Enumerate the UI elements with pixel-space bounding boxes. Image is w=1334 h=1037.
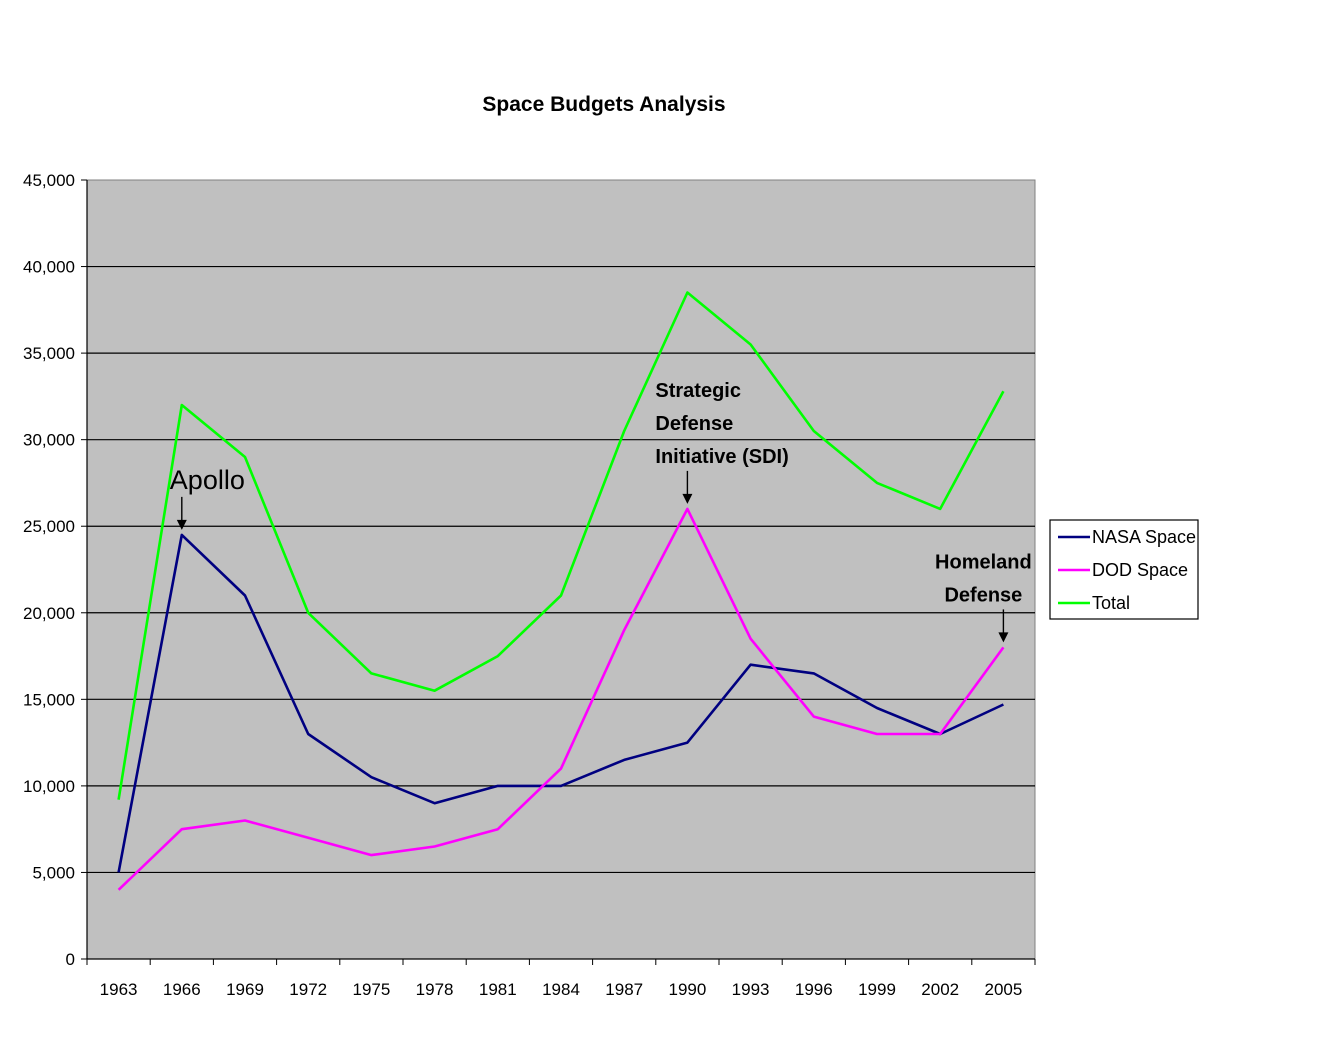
legend-label: DOD Space [1092, 560, 1188, 580]
x-tick-label: 1984 [542, 980, 580, 999]
x-tick-label: 1969 [226, 980, 264, 999]
series-line-nasa-space [117, 533, 1004, 873]
annotation-homeland: Homeland Defense [935, 551, 1032, 643]
series-lines [117, 291, 1005, 891]
legend: NASA Space DOD Space Total [1049, 519, 1199, 620]
chart-title: Space Budgets Analysis [482, 93, 725, 116]
legend-label: NASA Space [1092, 527, 1196, 547]
annotation-label: Apollo [170, 465, 245, 495]
x-tick-label: 1972 [289, 980, 327, 999]
y-tick-label: 0 [66, 950, 75, 969]
annotation-arrow-head [998, 632, 1009, 643]
axes: 0 5,000 10,000 15,000 20,000 25,000 30,000 35,0… [23, 171, 1036, 999]
x-tick-label: 1981 [479, 980, 517, 999]
y-tick-label: 35,000 [23, 344, 75, 363]
y-tick-label: 15,000 [23, 690, 75, 709]
x-tick-label: 2002 [921, 980, 959, 999]
annotation-label: Homeland [935, 551, 1032, 573]
x-tick-label: 1987 [605, 980, 643, 999]
y-tick-label: 40,000 [23, 258, 75, 277]
annotation-label: Defense [944, 584, 1022, 606]
x-tick-label: 2005 [984, 980, 1022, 999]
annotation-arrow-head [176, 519, 187, 530]
series-line-dod-space [117, 507, 1005, 891]
x-tick-label: 1993 [732, 980, 770, 999]
y-tick-label: 45,000 [23, 171, 75, 190]
annotation-label: Initiative (SDI) [655, 446, 788, 468]
y-tick-label: 20,000 [23, 604, 75, 623]
x-tick-label: 1996 [795, 980, 833, 999]
x-tick-label: 1999 [858, 980, 896, 999]
y-tick-label: 10,000 [23, 777, 75, 796]
annotation-strategic: Strategic Defense Initiative (SDI) [655, 380, 789, 504]
x-tick-label: 1963 [100, 980, 138, 999]
gridlines [87, 265, 1035, 874]
annotation-apollo: Apollo [170, 465, 245, 530]
x-tick-label: 1978 [416, 980, 454, 999]
series-line-total [117, 291, 1005, 800]
x-tick-label: 1975 [352, 980, 390, 999]
annotations: Apollo Strategic Defense Initiative (SDI) Ho… [170, 380, 1032, 643]
annotation-label: Defense [655, 413, 733, 435]
legend-label: Total [1092, 593, 1130, 613]
y-tick-label: 30,000 [23, 431, 75, 450]
y-tick-label: 5,000 [32, 863, 75, 882]
x-tick-label: 1966 [163, 980, 201, 999]
annotation-arrow-head [682, 493, 693, 504]
plot-area [86, 179, 1036, 960]
annotation-label: Strategic [655, 380, 741, 402]
x-tick-label: 1990 [668, 980, 706, 999]
y-tick-label: 25,000 [23, 517, 75, 536]
